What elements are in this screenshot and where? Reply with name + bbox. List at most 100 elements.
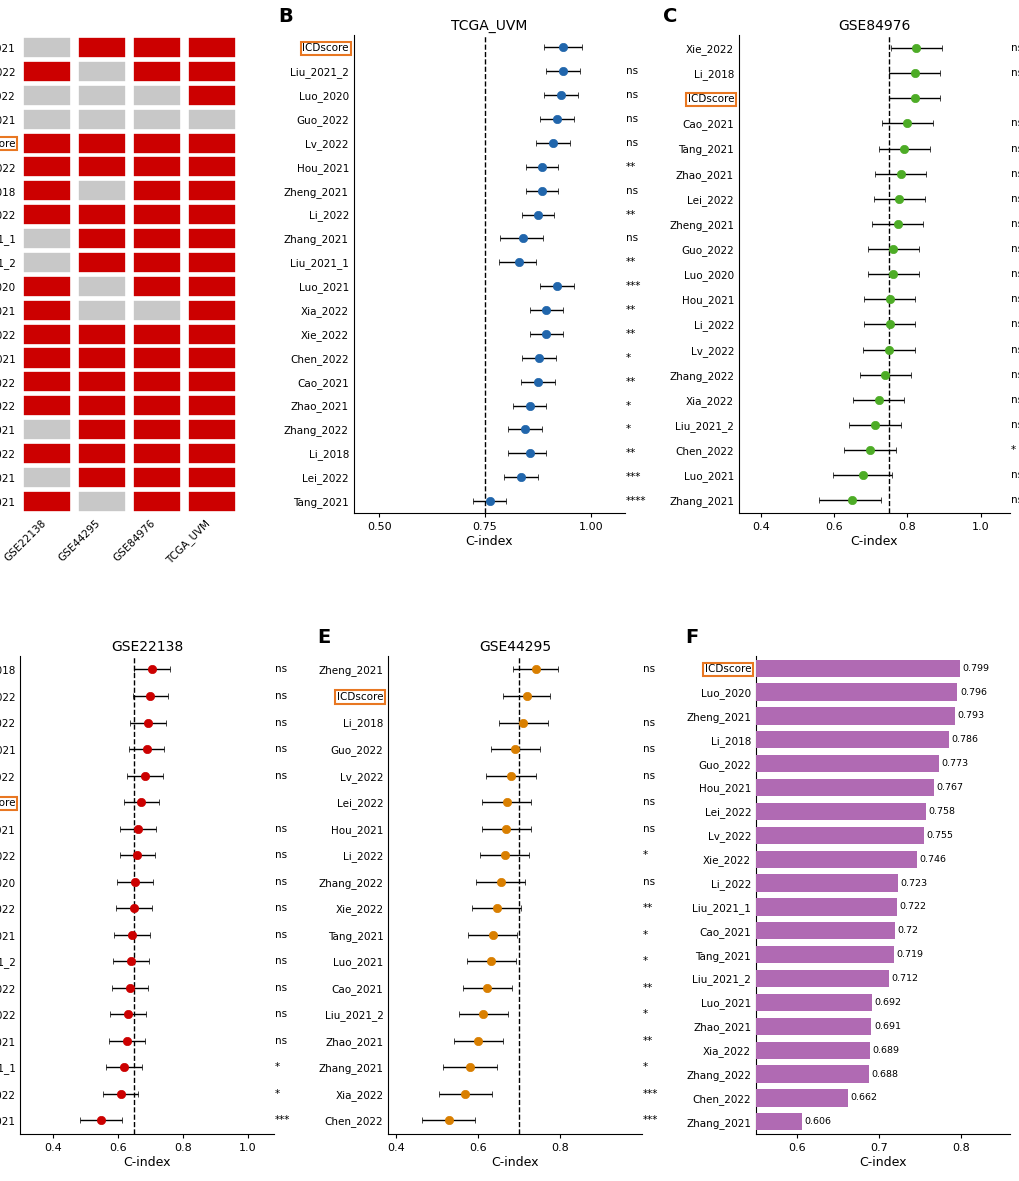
Bar: [23, 347, 71, 368]
Bar: [187, 252, 235, 273]
Text: **: **: [625, 209, 635, 220]
Text: ***: ***: [625, 472, 640, 482]
Bar: [132, 252, 180, 273]
Bar: [187, 157, 235, 177]
Bar: [187, 85, 235, 106]
Bar: [77, 157, 126, 177]
Bar: [132, 276, 180, 296]
Bar: [23, 396, 71, 416]
Bar: [132, 228, 180, 249]
Bar: [23, 228, 71, 249]
Text: 0.72: 0.72: [897, 926, 918, 935]
Bar: [132, 157, 180, 177]
Bar: [77, 300, 126, 321]
Text: ns: ns: [1010, 294, 1019, 305]
Text: ***: ***: [642, 1116, 657, 1125]
X-axis label: C-index: C-index: [491, 1155, 538, 1168]
Text: 0.793: 0.793: [957, 711, 983, 720]
Bar: [77, 228, 126, 249]
Bar: [77, 466, 126, 488]
Text: ns: ns: [1010, 320, 1019, 329]
Bar: [187, 491, 235, 511]
Bar: [23, 371, 71, 392]
Bar: [132, 396, 180, 416]
Bar: [77, 37, 126, 58]
Bar: [23, 443, 71, 464]
Text: ns: ns: [274, 850, 286, 860]
Text: 0.692: 0.692: [874, 998, 901, 1007]
Text: ns: ns: [274, 876, 286, 887]
Bar: [77, 491, 126, 511]
Bar: [132, 132, 180, 154]
Text: 0.689: 0.689: [871, 1045, 899, 1055]
Title: TCGA_UVM: TCGA_UVM: [450, 19, 527, 33]
Title: GSE22138: GSE22138: [111, 640, 183, 653]
Text: **: **: [625, 257, 635, 267]
Text: ***: ***: [274, 1116, 289, 1125]
Text: 0.767: 0.767: [935, 783, 962, 792]
Bar: [132, 324, 180, 345]
Text: *: *: [625, 400, 630, 411]
Text: **: **: [642, 903, 652, 913]
Bar: [77, 443, 126, 464]
Text: ns: ns: [1010, 370, 1019, 380]
X-axis label: C-index: C-index: [123, 1155, 171, 1168]
Bar: [77, 132, 126, 154]
X-axis label: C-index: C-index: [850, 535, 897, 548]
Text: *: *: [642, 957, 647, 966]
Text: *: *: [1010, 445, 1015, 455]
Text: ns: ns: [1010, 68, 1019, 78]
Bar: [132, 61, 180, 81]
Bar: [187, 324, 235, 345]
Text: ns: ns: [625, 185, 637, 196]
Bar: [23, 276, 71, 296]
Text: **: **: [625, 377, 635, 386]
Text: ns: ns: [642, 771, 654, 781]
Bar: [77, 85, 126, 106]
Text: **: **: [625, 305, 635, 315]
Text: ns: ns: [274, 823, 286, 834]
X-axis label: C-index: C-index: [858, 1155, 906, 1168]
Text: **: **: [642, 983, 652, 993]
Text: ns: ns: [274, 903, 286, 913]
Text: ***: ***: [625, 281, 640, 292]
Bar: [187, 37, 235, 58]
Bar: [187, 61, 235, 81]
Bar: [132, 109, 180, 130]
Bar: [23, 157, 71, 177]
Text: *: *: [642, 850, 647, 860]
Bar: [187, 419, 235, 441]
Text: ns: ns: [274, 1036, 286, 1046]
Text: ns: ns: [274, 665, 286, 674]
Text: ns: ns: [1010, 470, 1019, 481]
Bar: [132, 371, 180, 392]
Text: ns: ns: [1010, 244, 1019, 254]
Text: ns: ns: [1010, 394, 1019, 405]
Bar: [306, 1089, 847, 1107]
Text: ns: ns: [642, 718, 654, 727]
Text: ns: ns: [1010, 194, 1019, 204]
Text: ns: ns: [625, 234, 637, 243]
Bar: [23, 132, 71, 154]
Bar: [77, 324, 126, 345]
Bar: [77, 61, 126, 81]
Text: ns: ns: [274, 771, 286, 781]
Text: 0.719: 0.719: [896, 951, 923, 959]
Text: ns: ns: [274, 957, 286, 966]
Text: ****: ****: [625, 496, 645, 505]
Text: ns: ns: [274, 1010, 286, 1019]
Bar: [187, 396, 235, 416]
Bar: [77, 109, 126, 130]
Text: ns: ns: [1010, 420, 1019, 430]
Text: ns: ns: [1010, 144, 1019, 154]
Bar: [306, 779, 932, 796]
Bar: [23, 85, 71, 106]
Text: 0.662: 0.662: [850, 1094, 876, 1102]
Bar: [132, 491, 180, 511]
Bar: [306, 1042, 869, 1059]
Text: ns: ns: [1010, 269, 1019, 279]
Text: ns: ns: [274, 691, 286, 702]
Bar: [187, 132, 235, 154]
Text: F: F: [685, 627, 698, 646]
Bar: [187, 371, 235, 392]
